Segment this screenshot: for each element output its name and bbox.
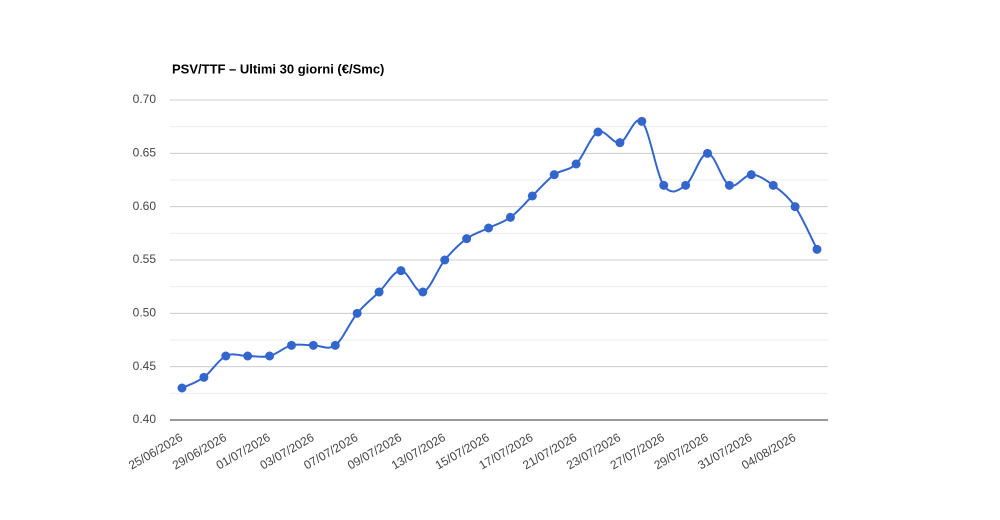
data-point	[330, 340, 340, 350]
data-point	[746, 170, 756, 180]
data-point	[505, 212, 515, 222]
y-tick-label: 0.40	[133, 412, 157, 426]
data-point	[724, 180, 734, 190]
data-point	[790, 202, 800, 212]
data-point	[527, 191, 537, 201]
data-point	[659, 180, 669, 190]
chart-title: PSV/TTF – Ultimi 30 giorni (€/Smc)	[172, 61, 384, 76]
data-point	[768, 180, 778, 190]
data-point	[637, 116, 647, 126]
data-point	[374, 287, 384, 297]
y-tick-label: 0.45	[133, 359, 157, 373]
data-point	[484, 223, 494, 233]
data-point	[812, 244, 822, 254]
data-point	[396, 266, 406, 276]
data-point	[352, 308, 362, 318]
data-point	[440, 255, 450, 265]
data-point	[462, 234, 472, 244]
data-point	[308, 340, 318, 350]
data-point	[615, 138, 625, 148]
data-point	[571, 159, 581, 169]
data-point	[703, 148, 713, 158]
data-point	[593, 127, 603, 137]
data-point	[243, 351, 253, 361]
data-point	[681, 180, 691, 190]
data-point	[221, 351, 231, 361]
y-tick-label: 0.65	[133, 146, 157, 160]
y-tick-label: 0.55	[133, 252, 157, 266]
data-point	[177, 383, 187, 393]
y-tick-label: 0.50	[133, 306, 157, 320]
y-tick-label: 0.70	[133, 92, 157, 106]
y-tick-label: 0.60	[133, 199, 157, 213]
data-point	[199, 372, 209, 382]
data-point	[418, 287, 428, 297]
data-point	[265, 351, 275, 361]
data-point	[549, 170, 559, 180]
data-point	[286, 340, 296, 350]
